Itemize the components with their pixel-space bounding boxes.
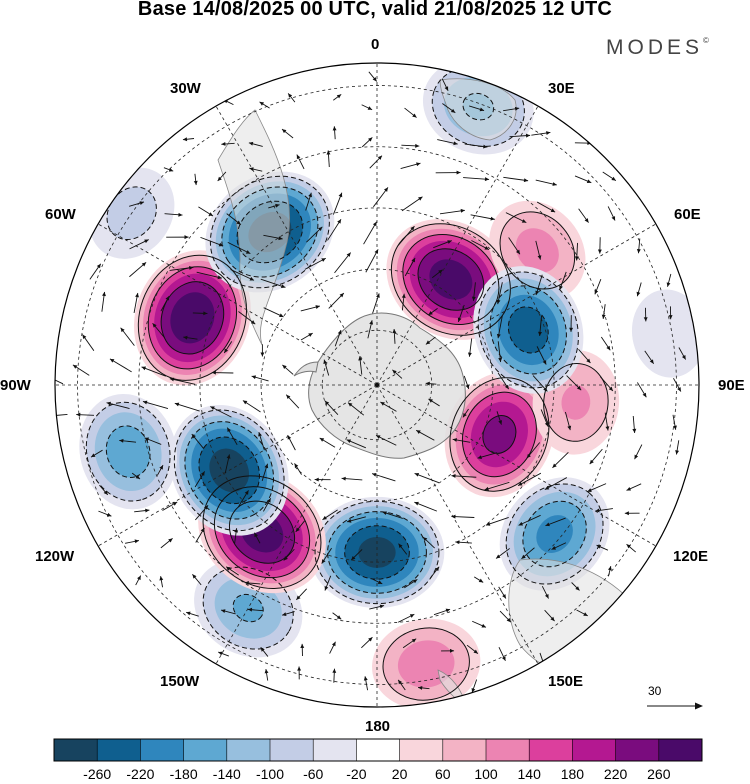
lon-label-90w: 90W bbox=[0, 377, 31, 394]
colorbar-segment bbox=[443, 739, 487, 761]
lon-label-30e: 30E bbox=[548, 80, 575, 97]
lon-label-150e: 150E bbox=[548, 673, 583, 690]
colorbar-segment bbox=[184, 739, 228, 761]
colorbar-tick-label: -180 bbox=[170, 766, 198, 782]
colorbar-segment bbox=[616, 739, 660, 761]
lon-label-120e: 120E bbox=[673, 548, 708, 565]
colorbar-segment bbox=[227, 739, 271, 761]
colorbar-tick-label: 220 bbox=[604, 766, 627, 782]
colorbar-segment bbox=[486, 739, 530, 761]
south-pole bbox=[375, 383, 379, 387]
colorbar-tick-label: -140 bbox=[213, 766, 241, 782]
lon-label-180: 180 bbox=[365, 718, 390, 735]
lon-label-0: 0 bbox=[371, 36, 379, 53]
colorbar-segment bbox=[313, 739, 357, 761]
colorbar-tick-label: 60 bbox=[435, 766, 451, 782]
colorbar-tick-label: -60 bbox=[303, 766, 323, 782]
colorbar-tick-label: -260 bbox=[83, 766, 111, 782]
lon-label-120w: 120W bbox=[35, 548, 74, 565]
colorbar-tick-label: 20 bbox=[392, 766, 408, 782]
colorbar-tick-label: 140 bbox=[518, 766, 541, 782]
colorbar-tick-label: 100 bbox=[474, 766, 497, 782]
wind-reference bbox=[647, 703, 703, 710]
colorbar bbox=[54, 739, 703, 761]
map-disc bbox=[49, 44, 712, 720]
lon-label-150w: 150W bbox=[160, 673, 199, 690]
colorbar-segment bbox=[572, 739, 616, 761]
colorbar-segment bbox=[400, 739, 444, 761]
lon-label-90e: 90E bbox=[718, 377, 745, 394]
colorbar-segment bbox=[140, 739, 184, 761]
colorbar-labels: -260 -220 -180 -140 -100 -60 -20 20 60 100 140 180 2… bbox=[0, 766, 750, 784]
colorbar-segment bbox=[54, 739, 98, 761]
colorbar-tick-label: -220 bbox=[126, 766, 154, 782]
colorbar-tick-label: -100 bbox=[256, 766, 284, 782]
colorbar-segment bbox=[659, 739, 703, 761]
lon-label-60e: 60E bbox=[674, 206, 701, 223]
colorbar-segment bbox=[270, 739, 314, 761]
colorbar-tick-label: 260 bbox=[647, 766, 670, 782]
lon-label-60w: 60W bbox=[45, 206, 76, 223]
colorbar-segment bbox=[97, 739, 141, 761]
colorbar-segment bbox=[356, 739, 400, 761]
lon-label-30w: 30W bbox=[170, 80, 201, 97]
colorbar-segment bbox=[529, 739, 573, 761]
colorbar-tick-label: -20 bbox=[346, 766, 366, 782]
wind-reference-value: 30 bbox=[648, 684, 661, 698]
colorbar-tick-label: 180 bbox=[561, 766, 584, 782]
